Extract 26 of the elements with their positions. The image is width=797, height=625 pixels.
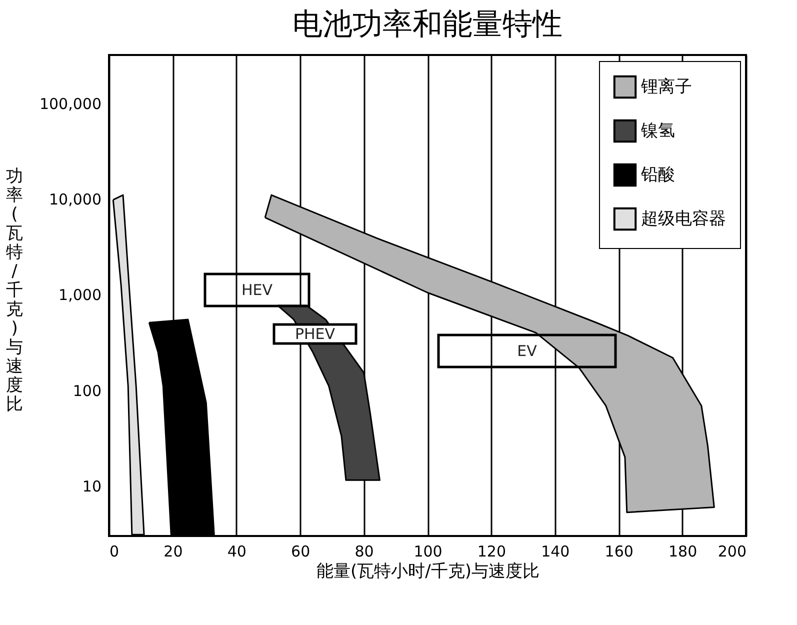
legend-label: 锂离子 <box>640 77 692 97</box>
x-tick-label: 120 <box>477 542 506 560</box>
x-tick-label: 160 <box>604 542 634 560</box>
x-tick-label: 80 <box>354 542 374 560</box>
x-tick-label: 140 <box>541 542 570 560</box>
annotation: EV <box>517 342 538 360</box>
text: 功率(瓦特/千克)与速度比 <box>6 166 23 414</box>
y-tick-label: 100,000 <box>39 94 102 113</box>
annotation: PHEV <box>294 325 336 343</box>
y-tick-label: 10 <box>82 477 102 496</box>
x-tick-label: 200 <box>718 542 746 560</box>
x-tick-label: 20 <box>164 542 183 560</box>
legend-label: 超级电容器 <box>641 209 726 229</box>
x-axis-title: 能量(瓦特小时/千克)与速度比 <box>316 562 540 582</box>
x-tick-label: 40 <box>227 542 246 560</box>
annotation: HEV <box>241 281 274 299</box>
x-tick-label: 0 <box>110 542 120 560</box>
legend-label: 镍氢 <box>640 121 675 141</box>
x-tick-label: 180 <box>668 542 698 560</box>
y-tick-label: 10,000 <box>49 190 102 208</box>
legend-label: 铅酸 <box>640 165 675 185</box>
x-tick-label: 100 <box>414 542 442 560</box>
y-tick-label: 100 <box>72 382 102 400</box>
x-tick-label: 60 <box>291 542 310 560</box>
chart-title: 电池功率和能量特性 <box>292 7 562 42</box>
y-tick-label: 1,000 <box>58 286 102 304</box>
